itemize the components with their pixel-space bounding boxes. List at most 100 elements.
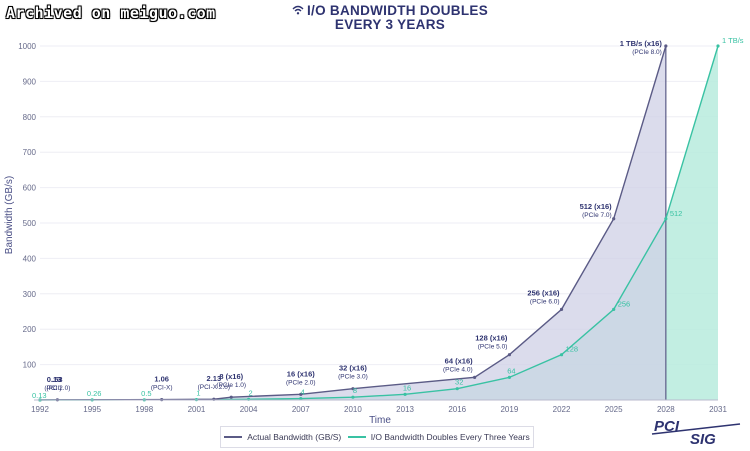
y-tick-label: 100 <box>23 361 37 370</box>
trend-value-label: 64 <box>507 366 515 375</box>
actual-value-label: 64 (x16) <box>445 356 473 365</box>
actual-point <box>299 392 303 396</box>
legend-swatch-actual <box>224 436 243 438</box>
actual-point <box>559 307 564 311</box>
chart-title: I/O BANDWIDTH DOUBLES EVERY 3 YEARS <box>260 4 520 32</box>
data-labels: 0.13(PCI).53(PCI 2.0)1.06(PCI-X)2.13(PCI… <box>32 36 744 400</box>
actual-area <box>40 46 666 400</box>
y-tick-label: 600 <box>23 184 37 193</box>
logo-text-top: PCI <box>654 418 680 435</box>
actual-point <box>351 387 355 391</box>
x-tick-label: 2022 <box>553 405 571 414</box>
trend-point <box>403 392 407 396</box>
actual-point <box>507 353 511 357</box>
legend-item-actual: Actual Bandwidth (GB/S) <box>224 432 341 442</box>
axes: 100 200 300 400 500 600 700 800 900 1000 1992 1995 1… <box>18 42 727 414</box>
actual-value-label: 1 TB/s (x16) <box>620 39 663 48</box>
watermark-text: Archived on meiguo.com <box>6 4 216 22</box>
actual-value-label: 128 (x16) <box>475 334 508 343</box>
trend-value-label: 8 <box>353 386 357 395</box>
y-tick-label: 1000 <box>18 42 36 51</box>
trend-value-label: 128 <box>566 345 579 354</box>
y-tick-label: 700 <box>23 148 37 157</box>
trend-point <box>664 217 668 221</box>
y-tick-label: 200 <box>23 325 37 334</box>
actual-point <box>612 217 616 221</box>
actual-value-label: .53 <box>52 375 62 384</box>
x-tick-label: 2025 <box>605 405 623 414</box>
trend-point <box>351 395 355 399</box>
legend-swatch-trend <box>347 436 366 438</box>
x-tick-label: 2010 <box>344 405 362 414</box>
trend-value-label: 32 <box>455 378 463 387</box>
trend-value-label: 0.5 <box>141 389 151 398</box>
title-line-1: I/O BANDWIDTH DOUBLES <box>260 4 520 18</box>
actual-point <box>229 395 233 399</box>
x-tick-label: 1998 <box>135 405 153 414</box>
grid-lines <box>40 45 718 366</box>
series-areas <box>40 46 718 400</box>
wifi-icon <box>292 4 304 18</box>
trend-value-label: 256 <box>618 299 631 308</box>
actual-spec-label: (PCIe 8.0) <box>632 49 662 56</box>
trend-point <box>455 387 459 391</box>
y-tick-label: 800 <box>23 113 37 122</box>
actual-value-label: 16 (x16) <box>287 369 315 378</box>
pci-sig-logo: PCI SIG <box>650 414 742 448</box>
legend-item-trend: I/O Bandwidth Doubles Every Three Years <box>347 432 530 442</box>
actual-spec-label: (PCIe 1.0) <box>216 382 246 389</box>
legend-label-actual: Actual Bandwidth (GB/S) <box>247 432 342 442</box>
trend-value-label: 4 <box>301 388 305 397</box>
actual-spec-label: (PCIe 4.0) <box>443 366 473 373</box>
y-tick-label: 300 <box>23 290 37 299</box>
actual-spec-label: (PCIe 7.0) <box>582 212 612 219</box>
actual-value-label: 512 (x16) <box>580 202 613 211</box>
trend-value-label: 1 TB/s <box>722 36 744 45</box>
actual-value-label: 0.13 <box>47 375 62 384</box>
actual-spec-label: (PCIe 3.0) <box>338 374 368 381</box>
chart-legend: Actual Bandwidth (GB/S) I/O Bandwidth Do… <box>220 426 534 448</box>
x-axis-label: Time <box>369 415 391 426</box>
x-tick-label: 2016 <box>448 405 466 414</box>
actual-spec-label: (PCI-X 2.0) <box>198 384 231 391</box>
actual-spec-label: (PCIe 2.0) <box>286 379 316 386</box>
logo-text-bottom: SIG <box>690 431 716 446</box>
x-tick-label: 1992 <box>31 405 49 414</box>
x-tick-label: 2007 <box>292 405 310 414</box>
x-tick-label: 2031 <box>709 405 727 414</box>
actual-value-label: 1.06 <box>154 375 169 384</box>
actual-spec-label: (PCI 2.0) <box>44 385 70 392</box>
actual-value-label: 8 (x16) <box>219 372 243 381</box>
actual-spec-label: (PCI-X) <box>151 385 173 392</box>
x-tick-label: 2013 <box>396 405 414 414</box>
trend-point <box>559 353 564 357</box>
actual-spec-label: (PCIe 5.0) <box>478 344 508 351</box>
actual-spec-label: (PCI) <box>46 385 61 392</box>
actual-spec-label: (PCIe 6.0) <box>530 298 560 305</box>
x-tick-label: 2001 <box>188 405 206 414</box>
legend-label-trend: I/O Bandwidth Doubles Every Three Years <box>370 432 530 442</box>
y-axis-label: Bandwidth (GB/s) <box>4 176 15 254</box>
x-tick-label: 2028 <box>657 405 675 414</box>
actual-point <box>664 44 668 48</box>
trend-value-label: 512 <box>670 209 683 218</box>
y-tick-label: 900 <box>23 77 37 86</box>
actual-value-label: 32 (x16) <box>339 364 367 373</box>
title-line-2: EVERY 3 YEARS <box>334 17 446 33</box>
trend-point <box>299 396 303 401</box>
actual-point <box>473 375 477 379</box>
trend-value-label: 16 <box>403 383 411 392</box>
trend-point <box>507 375 511 379</box>
trend-value-label: 2 <box>249 388 253 397</box>
trend-point <box>612 307 616 311</box>
trend-value-label: 0.26 <box>87 389 102 398</box>
trend-value-label: 0.13 <box>32 391 47 400</box>
x-tick-label: 2019 <box>500 405 518 414</box>
x-tick-label: 1995 <box>83 405 101 414</box>
title-text-1: I/O BANDWIDTH DOUBLES <box>306 3 489 18</box>
actual-value-label: 2.13 <box>207 374 222 383</box>
y-tick-label: 400 <box>23 254 37 263</box>
trend-point <box>716 44 720 48</box>
x-tick-label: 2004 <box>240 405 258 414</box>
